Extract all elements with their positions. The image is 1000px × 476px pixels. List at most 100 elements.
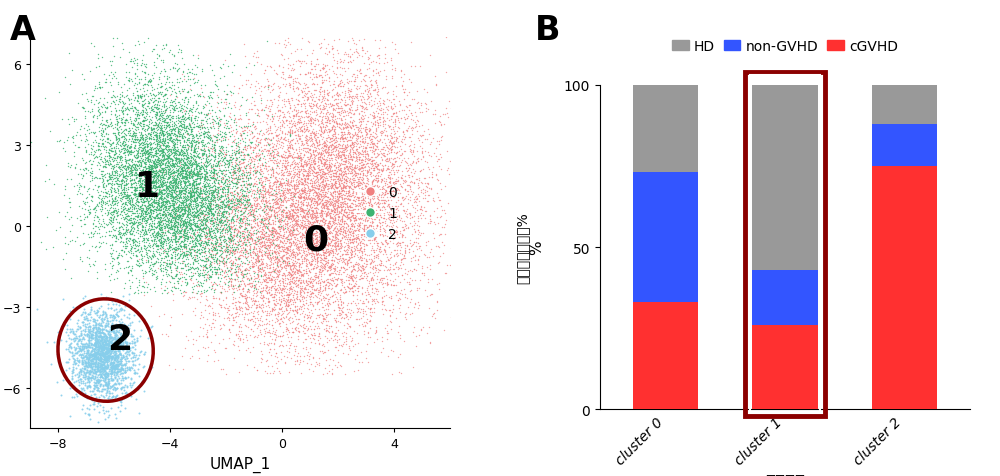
Point bbox=[104, 174, 120, 181]
Point bbox=[374, 168, 390, 176]
Point bbox=[328, 199, 344, 207]
Point bbox=[63, 339, 79, 347]
Point bbox=[255, 302, 271, 309]
Point bbox=[93, 220, 109, 228]
Point bbox=[137, 115, 153, 122]
Point bbox=[232, 161, 248, 169]
Point bbox=[370, 69, 386, 76]
Point bbox=[169, 219, 185, 227]
Point bbox=[332, 319, 348, 327]
Point bbox=[117, 205, 133, 212]
Point bbox=[198, 163, 214, 171]
Point bbox=[269, 261, 285, 269]
Point bbox=[298, 270, 314, 278]
Point bbox=[366, 309, 382, 317]
Point bbox=[77, 198, 93, 206]
Point bbox=[122, 230, 138, 238]
Point bbox=[207, 197, 223, 204]
Point bbox=[99, 353, 115, 361]
Point bbox=[102, 335, 118, 343]
Point bbox=[342, 58, 358, 66]
Point bbox=[125, 241, 141, 249]
Point bbox=[302, 155, 318, 163]
Point bbox=[83, 348, 99, 356]
Point bbox=[338, 152, 354, 160]
Point bbox=[191, 232, 207, 240]
Point bbox=[379, 193, 395, 201]
Point bbox=[145, 168, 161, 176]
Point bbox=[183, 147, 199, 154]
Point bbox=[182, 190, 198, 198]
Point bbox=[292, 205, 308, 212]
Point bbox=[412, 168, 428, 176]
Point bbox=[164, 183, 180, 191]
Point bbox=[61, 344, 77, 351]
Point bbox=[308, 292, 324, 300]
Point bbox=[159, 120, 175, 128]
Point bbox=[305, 48, 321, 55]
Point bbox=[258, 229, 274, 237]
Point bbox=[295, 300, 311, 308]
Point bbox=[358, 155, 374, 162]
Point bbox=[194, 121, 210, 129]
Point bbox=[363, 201, 379, 208]
Point bbox=[284, 189, 300, 197]
Point bbox=[164, 197, 180, 205]
Point bbox=[282, 152, 298, 159]
Point bbox=[108, 150, 124, 158]
Point bbox=[117, 215, 133, 222]
Point bbox=[397, 249, 413, 257]
Point bbox=[320, 224, 336, 231]
Point bbox=[396, 227, 412, 235]
Point bbox=[167, 207, 183, 214]
Point bbox=[290, 209, 306, 217]
Point bbox=[171, 99, 187, 106]
Point bbox=[261, 264, 277, 272]
Point bbox=[290, 276, 306, 284]
Point bbox=[224, 190, 240, 198]
Point bbox=[391, 154, 407, 162]
Point bbox=[226, 227, 242, 234]
Point bbox=[159, 208, 175, 216]
Point bbox=[82, 367, 98, 375]
Point bbox=[92, 156, 108, 164]
Point bbox=[99, 334, 115, 342]
Point bbox=[146, 220, 162, 228]
Point bbox=[112, 123, 128, 131]
Point bbox=[114, 134, 130, 142]
Point bbox=[214, 170, 230, 178]
Point bbox=[242, 245, 258, 253]
Point bbox=[121, 125, 137, 132]
Point bbox=[372, 267, 388, 274]
Point bbox=[298, 256, 314, 264]
Point bbox=[316, 106, 332, 114]
Point bbox=[159, 163, 175, 171]
Point bbox=[183, 143, 199, 150]
Point bbox=[166, 178, 182, 186]
Point bbox=[199, 124, 215, 132]
Point bbox=[296, 325, 312, 333]
Point bbox=[73, 327, 89, 335]
Point bbox=[285, 260, 301, 268]
Point bbox=[274, 332, 290, 340]
Point bbox=[173, 221, 189, 229]
Point bbox=[228, 246, 244, 253]
Point bbox=[166, 149, 182, 156]
Point bbox=[79, 314, 95, 322]
Point bbox=[112, 371, 128, 378]
Point bbox=[116, 361, 132, 368]
Point bbox=[330, 141, 346, 149]
Point bbox=[286, 226, 302, 234]
Point bbox=[138, 205, 154, 212]
Point bbox=[331, 145, 347, 152]
Point bbox=[156, 154, 172, 161]
Point bbox=[168, 178, 184, 186]
Point bbox=[119, 173, 135, 181]
Point bbox=[154, 276, 170, 283]
Point bbox=[230, 214, 246, 222]
Point bbox=[351, 276, 367, 283]
Point bbox=[312, 123, 328, 130]
Point bbox=[258, 233, 274, 240]
Point bbox=[118, 131, 134, 139]
Point bbox=[222, 199, 238, 207]
